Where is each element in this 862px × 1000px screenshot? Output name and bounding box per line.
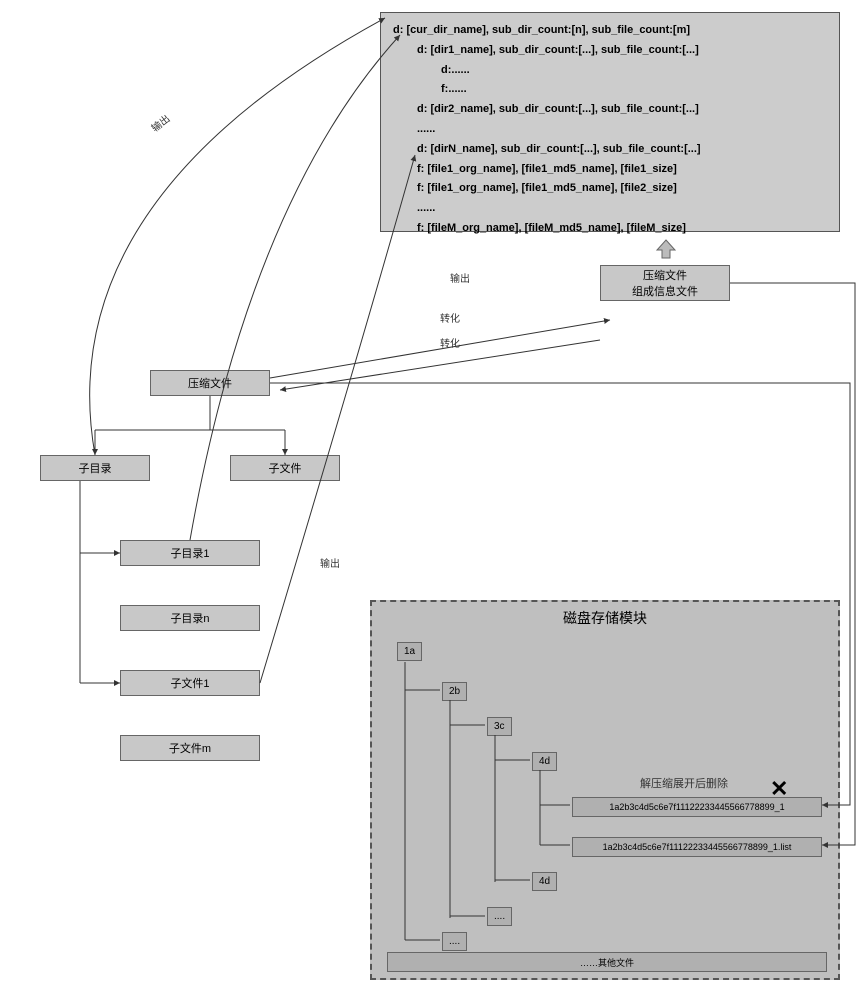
info-panel: d: [cur_dir_name], sub_dir_count:[n], su… (380, 12, 840, 232)
x-mark-icon: ✕ (770, 776, 788, 802)
disk-title: 磁盘存储模块 (372, 608, 838, 628)
up-arrow-icon (655, 238, 677, 260)
node-dots-2: .... (442, 932, 467, 951)
node-2b: 2b (442, 682, 467, 701)
label-output-1: 输出 (148, 110, 173, 134)
info-line: f:...... (441, 80, 827, 100)
info-line: d:...... (441, 61, 827, 81)
node-3c: 3c (487, 717, 512, 736)
compress-info-box: 压缩文件 组成信息文件 (600, 265, 730, 301)
node-4d-a: 4d (532, 752, 557, 771)
subdir1-box: 子目录1 (120, 540, 260, 566)
subfile1-box: 子文件1 (120, 670, 260, 696)
label-output-2: 输出 (450, 270, 470, 285)
info-line: ...... (417, 120, 827, 140)
node-1a: 1a (397, 642, 422, 661)
hash-file-2: 1a2b3c4d5c6e7f11122233445566778899_1.lis… (572, 837, 822, 857)
label-delete-after: 解压缩展开后删除 (640, 775, 728, 791)
other-files-bar: ……其他文件 (387, 952, 827, 972)
subfile-box: 子文件 (230, 455, 340, 481)
label-transform-1: 转化 (440, 310, 460, 325)
info-line: d: [dir1_name], sub_dir_count:[...], sub… (417, 41, 827, 61)
node-dots-1: .... (487, 907, 512, 926)
subdir-box: 子目录 (40, 455, 150, 481)
label-output-3: 输出 (320, 555, 340, 570)
subfilem-box: 子文件m (120, 735, 260, 761)
subdirn-box: 子目录n (120, 605, 260, 631)
info-line: f: [file1_org_name], [file1_md5_name], [… (417, 160, 827, 180)
compress-file-box: 压缩文件 (150, 370, 270, 396)
info-line: d: [dir2_name], sub_dir_count:[...], sub… (417, 100, 827, 120)
info-line: ...... (417, 199, 827, 219)
label-transform-2: 转化 (440, 335, 460, 350)
info-line: d: [dirN_name], sub_dir_count:[...], sub… (417, 140, 827, 160)
info-line: f: [fileM_org_name], [fileM_md5_name], [… (417, 219, 827, 239)
info-line: d: [cur_dir_name], sub_dir_count:[n], su… (393, 21, 827, 41)
node-4d-b: 4d (532, 872, 557, 891)
info-line: f: [file1_org_name], [file1_md5_name], [… (417, 179, 827, 199)
